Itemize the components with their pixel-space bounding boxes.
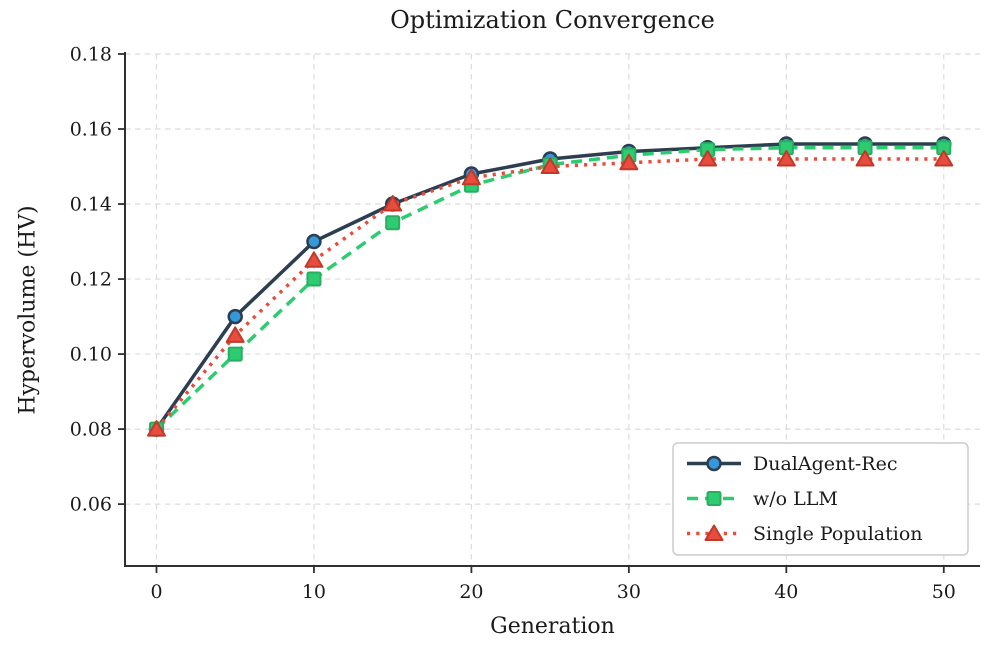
legend: DualAgent-Rec w/o LLM Single Population (672, 442, 969, 556)
data-point-marker-triangle (619, 153, 639, 171)
data-point-marker-circle (706, 455, 722, 472)
data-point-marker-circle (227, 308, 243, 325)
x-axis-label: Generation (490, 614, 615, 639)
data-point-marker-square (706, 491, 722, 506)
data-point-marker-circle (306, 233, 322, 250)
y-tick-label: 0.14 (70, 194, 112, 216)
data-point-marker-triangle (855, 150, 875, 167)
x-tick-label: 50 (932, 581, 956, 603)
legend-box (672, 442, 969, 556)
data-point-marker-triangle (383, 195, 403, 212)
x-tick-label: 30 (617, 581, 641, 603)
data-point-marker-triangle (461, 168, 481, 186)
legend-item-dualagent-rec: DualAgent-Rec (687, 453, 898, 475)
data-point-marker-triangle (146, 420, 166, 437)
y-tick-label: 0.18 (70, 44, 112, 66)
legend-item-single-population: Single Population (687, 523, 923, 545)
data-point-marker-square (306, 271, 322, 287)
x-tick-label: 40 (774, 581, 798, 603)
series-single-population (146, 150, 954, 437)
data-point-marker-square (227, 346, 243, 362)
data-point-marker-triangle (704, 524, 724, 541)
data-point-marker-triangle (540, 157, 560, 175)
y-tick-label: 0.16 (70, 119, 112, 141)
data-point-marker-triangle (225, 326, 245, 343)
data-point-marker-triangle (698, 150, 718, 167)
data-point-marker-square (385, 215, 401, 231)
x-tick-label: 20 (459, 581, 483, 603)
series-line (155, 157, 944, 431)
series-line (155, 146, 944, 431)
legend-label: DualAgent-Rec (753, 453, 898, 475)
series-line (155, 142, 944, 431)
legend-item-w-o-llm: w/o LLM (687, 488, 838, 510)
series-w-o-llm (148, 140, 952, 437)
y-tick-label: 0.08 (70, 419, 112, 441)
legend-label: Single Population (753, 523, 923, 545)
data-point-marker-triangle (934, 150, 954, 167)
chart-title: Optimization Convergence (390, 6, 715, 34)
x-tick-label: 10 (302, 581, 326, 603)
y-tick-label: 0.06 (70, 494, 112, 516)
y-axis-label: Hypervolume (HV) (15, 205, 41, 415)
series-dualagent-rec (148, 136, 952, 437)
y-tick-label: 0.12 (70, 269, 112, 291)
legend-label: w/o LLM (753, 488, 838, 510)
axes: 0 10 20 30 40 50 0.06 0.08 0.10 0.12 0.14 0.16 0.18 (70, 44, 980, 603)
x-tick-label: 0 (150, 581, 162, 603)
data-point-marker-triangle (776, 150, 796, 167)
data-point-marker-triangle (304, 251, 324, 268)
y-tick-label: 0.10 (70, 344, 112, 366)
